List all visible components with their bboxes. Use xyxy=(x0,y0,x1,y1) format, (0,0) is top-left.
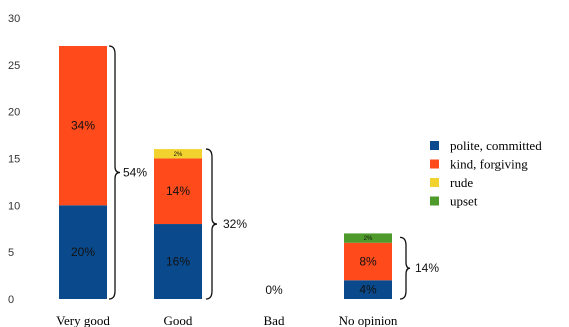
legend-label: rude xyxy=(450,175,473,190)
x-category-label: Very good xyxy=(56,313,110,327)
legend-label: upset xyxy=(450,194,478,209)
total-label: 32% xyxy=(223,217,247,231)
legend-swatch xyxy=(430,159,439,169)
y-tick-label: 10 xyxy=(8,200,20,212)
segment-label: 2% xyxy=(364,236,373,242)
bar-segment xyxy=(344,233,392,243)
total-brace xyxy=(108,45,121,300)
legend-swatch xyxy=(430,141,439,150)
segment-label: 34% xyxy=(71,119,95,133)
total-label: 0% xyxy=(265,283,283,297)
y-tick-label: 30 xyxy=(8,13,20,25)
total-brace xyxy=(399,236,411,300)
bar-segment xyxy=(154,224,202,299)
x-category-label: Good xyxy=(164,313,193,327)
y-tick-label: 25 xyxy=(8,60,20,72)
segment-label: 2% xyxy=(174,152,183,158)
segment-label: 20% xyxy=(71,245,95,259)
legend-swatch xyxy=(430,178,439,187)
x-category-label: Bad xyxy=(264,313,285,327)
bar-segment xyxy=(154,149,202,159)
bar-segment xyxy=(344,280,392,299)
segment-label: 16% xyxy=(166,255,190,269)
total-label: 54% xyxy=(123,166,147,180)
segment-label: 14% xyxy=(166,184,190,198)
legend-label: polite, committed xyxy=(450,138,542,153)
bar-segment xyxy=(59,205,107,299)
bar-segment xyxy=(154,158,202,225)
y-tick-label: 5 xyxy=(8,247,14,259)
total-label: 14% xyxy=(415,261,439,275)
bar-segment xyxy=(59,46,107,206)
y-tick-label: 20 xyxy=(8,107,20,119)
y-tick-label: 15 xyxy=(8,153,20,165)
legend-swatch xyxy=(430,196,439,206)
y-tick-label: 0 xyxy=(8,294,14,306)
total-brace xyxy=(205,148,218,300)
segment-label: 8% xyxy=(359,255,377,269)
legend-label: kind, forgiving xyxy=(450,157,528,172)
x-category-label: No opinion xyxy=(339,313,398,327)
bar-segment xyxy=(344,242,392,281)
segment-label: 4% xyxy=(359,283,377,297)
